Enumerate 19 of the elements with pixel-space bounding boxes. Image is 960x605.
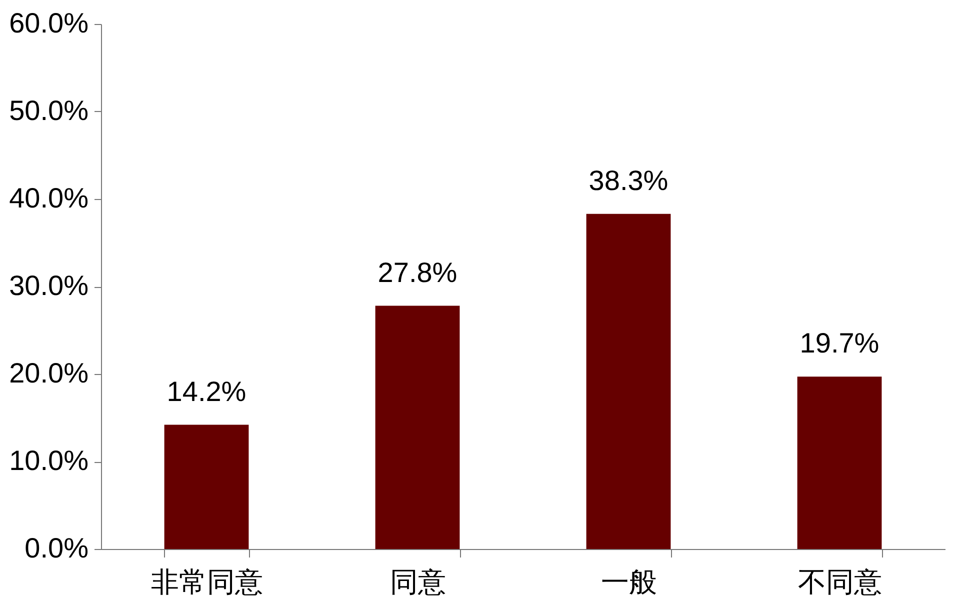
- y-tick-label: 60.0%: [9, 8, 88, 38]
- x-tick-label: 同意: [390, 566, 446, 598]
- data-label: 27.8%: [378, 256, 458, 288]
- y-tick-label: 40.0%: [9, 182, 88, 214]
- y-tick-label: 50.0%: [9, 95, 88, 126]
- y-tick-label: 20.0%: [9, 358, 88, 388]
- bar: [164, 424, 249, 549]
- bar: [586, 214, 671, 549]
- x-tick-label: 一般: [601, 566, 657, 598]
- x-tick-label: 不同意: [798, 566, 882, 598]
- bar: [797, 376, 882, 549]
- data-label: 14.2%: [166, 376, 246, 407]
- y-tick-label: 0.0%: [24, 532, 88, 564]
- data-label: 19.7%: [800, 328, 880, 359]
- y-tick-label: 30.0%: [9, 270, 88, 301]
- x-tick-label: 非常同意: [151, 566, 263, 598]
- data-label: 38.3%: [588, 164, 668, 196]
- y-tick-label: 10.0%: [9, 445, 88, 476]
- bar: [375, 306, 460, 549]
